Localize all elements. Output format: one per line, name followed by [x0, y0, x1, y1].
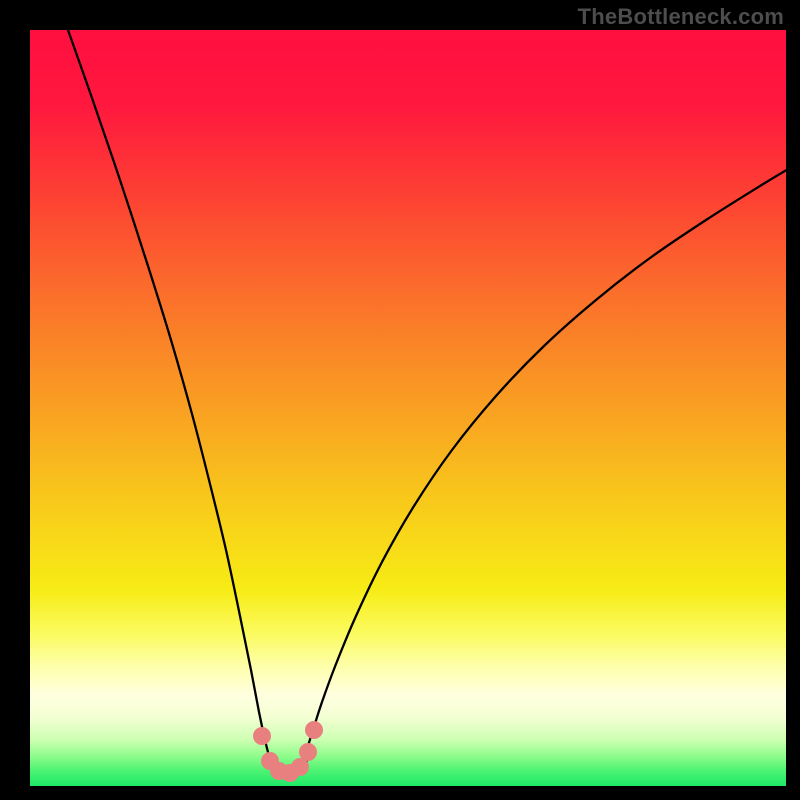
valley-marker — [254, 728, 271, 745]
valley-marker — [292, 759, 309, 776]
curve-left-branch — [68, 30, 269, 756]
valley-marker — [306, 722, 323, 739]
watermark-text: TheBottleneck.com — [578, 4, 784, 30]
plot-area — [30, 30, 786, 786]
curve-layer — [30, 30, 786, 786]
curve-right-branch — [307, 162, 786, 749]
valley-marker — [300, 744, 317, 761]
